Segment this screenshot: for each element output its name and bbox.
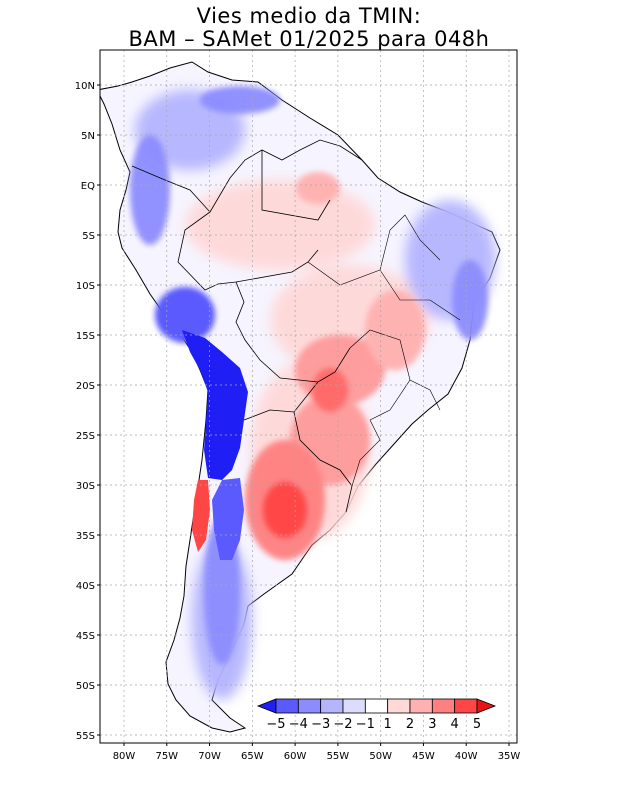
lon-tick-label: 70W — [198, 751, 221, 762]
colorbar-label: −3 — [311, 717, 330, 732]
colorbar-box — [364, 698, 389, 714]
country-borders — [131, 139, 363, 513]
map-frame — [99, 49, 518, 744]
warm-anomaly-core-argentina — [263, 482, 307, 538]
cold-anomaly-core-peru — [155, 287, 215, 343]
lon-tick-label: 55W — [327, 751, 350, 762]
lat-tick-label: 35S — [76, 531, 95, 542]
warm-anomaly-core-paraguay — [312, 368, 348, 412]
lat-tick-label: 50S — [76, 681, 95, 692]
lat-tick-label: 10S — [76, 281, 95, 292]
warm-anomaly-guiana — [296, 172, 340, 204]
cold-anomaly-andes-segment — [212, 478, 244, 560]
colorbar-arrow-high — [476, 698, 497, 714]
cold-anomaly-andes-north — [130, 135, 170, 245]
colorbar-arrow-low — [256, 698, 277, 714]
lat-tick-label: 20S — [76, 381, 95, 392]
colorbar-label: −2 — [333, 717, 352, 732]
colorbar-box — [320, 698, 344, 714]
colorbar-box — [387, 698, 411, 714]
lat-tick-label: 25S — [76, 431, 95, 442]
lon-tick-label: 75W — [155, 751, 178, 762]
colorbar: −5 −4 −3 −2 −1 1 2 3 4 5 — [256, 698, 497, 732]
colorbar-label: 1 — [384, 717, 392, 732]
warm-anomaly-chile-coast — [192, 480, 210, 552]
lon-tick-label: 80W — [113, 751, 136, 762]
colorbar-label: −5 — [266, 717, 285, 732]
lat-tick-label: 55S — [76, 731, 95, 742]
map-gridlines — [100, 50, 517, 743]
map-title-line2: BAM – SAMet 01/2025 para 048h — [128, 27, 490, 51]
lon-tick-label: 60W — [284, 751, 307, 762]
colorbar-box — [297, 698, 322, 714]
axis-ticks: 10N 5N EQ 5S 10S 15S 20S 25S 30S 35S 40S 45S 50S 55S 8… — [75, 81, 521, 762]
lat-tick-label: 10N — [75, 81, 95, 92]
colorbar-label: −1 — [356, 717, 375, 732]
lat-tick-label: 40S — [76, 581, 95, 592]
lat-tick-label: EQ — [81, 181, 95, 192]
warm-anomaly-goias — [365, 290, 425, 370]
colorbar-box — [431, 698, 456, 714]
cold-anomaly-venezuela — [200, 86, 280, 114]
lat-tick-label: 45S — [76, 631, 95, 642]
warm-anomaly-amazon — [185, 180, 375, 270]
colorbar-box — [454, 698, 478, 714]
lat-tick-label: 5N — [81, 131, 95, 142]
lat-tick-label: 5S — [82, 231, 95, 242]
lon-tick-label: 35W — [498, 751, 521, 762]
cold-anomaly-core-andes — [182, 330, 248, 480]
colorbar-label: 4 — [451, 717, 459, 732]
colorbar-label: −4 — [289, 717, 308, 732]
lat-tick-label: 30S — [76, 481, 95, 492]
lon-tick-label: 65W — [241, 751, 264, 762]
colorbar-box — [275, 698, 299, 714]
map-title-line1: Vies medio da TMIN: — [196, 4, 422, 28]
lon-tick-label: 40W — [455, 751, 478, 762]
colorbar-box — [409, 698, 433, 714]
colorbar-label: 5 — [473, 717, 481, 732]
colorbar-label: 2 — [406, 717, 414, 732]
lat-tick-label: 15S — [76, 331, 95, 342]
lon-tick-label: 45W — [412, 751, 435, 762]
colorbar-label: 3 — [428, 717, 436, 732]
lon-tick-label: 50W — [369, 751, 392, 762]
colorbar-box — [342, 698, 366, 714]
cold-anomaly-bahia — [452, 260, 488, 340]
